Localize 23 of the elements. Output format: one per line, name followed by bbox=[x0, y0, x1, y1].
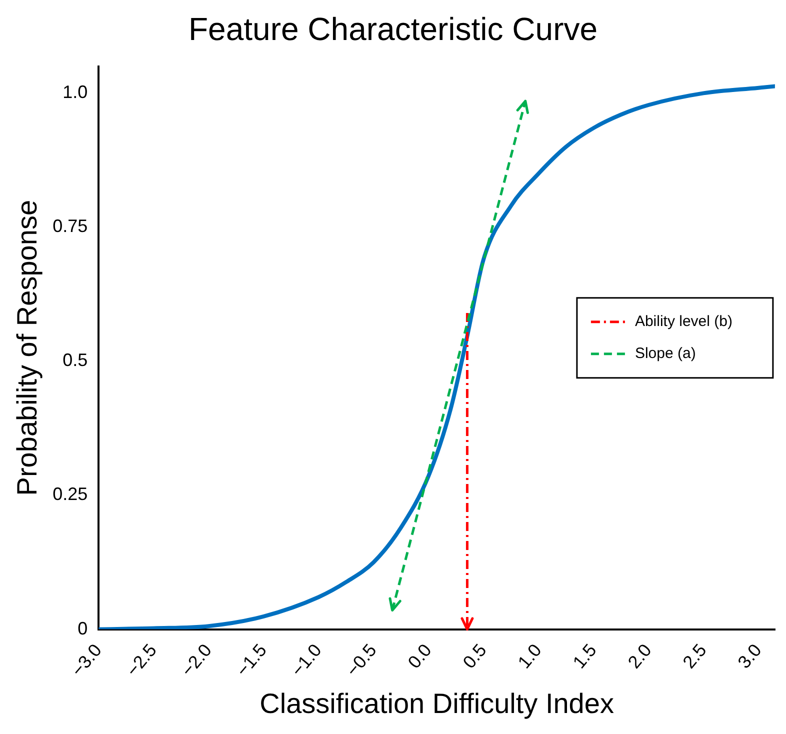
chart-title: Feature Characteristic Curve bbox=[188, 11, 598, 48]
y-tick-label: 0.5 bbox=[62, 350, 88, 370]
legend-label: Ability level (b) bbox=[634, 312, 732, 330]
x-tick-label: −3.0 bbox=[67, 640, 106, 680]
x-tick-label: 3.0 bbox=[734, 640, 766, 672]
x-tick-label: 0.0 bbox=[404, 640, 436, 672]
y-tick-label: 0 bbox=[78, 618, 88, 638]
x-tick-label: 2.0 bbox=[624, 640, 656, 672]
y-tick-label: 0.25 bbox=[52, 484, 88, 504]
y-axis-title: Probability of Response bbox=[12, 200, 43, 496]
x-tick-label: −0.5 bbox=[342, 640, 380, 680]
x-tick-label: 2.5 bbox=[678, 640, 710, 672]
x-axis-title: Classification Difficulty Index bbox=[260, 688, 614, 719]
x-tick-label: −1.0 bbox=[287, 640, 326, 680]
y-tick-label: 0.75 bbox=[52, 216, 88, 236]
x-tick-label: −2.5 bbox=[122, 640, 160, 680]
x-tick-label: 0.5 bbox=[458, 640, 490, 672]
x-tick-label: −1.5 bbox=[232, 640, 270, 680]
x-tick-label: 1.0 bbox=[514, 640, 546, 672]
x-tick-label: −2.0 bbox=[177, 640, 216, 680]
y-tick-label: 1.0 bbox=[62, 82, 88, 102]
legend-label: Slope (a) bbox=[634, 344, 696, 362]
x-tick-label: 1.5 bbox=[568, 640, 600, 672]
